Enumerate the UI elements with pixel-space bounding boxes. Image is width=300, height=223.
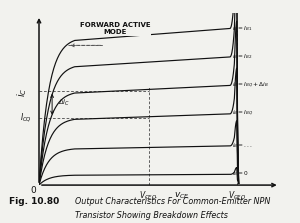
Text: Fig. 10.80: Fig. 10.80	[9, 197, 59, 206]
Text: 0: 0	[30, 186, 36, 195]
Text: $v_{CE}$: $v_{CE}$	[174, 191, 190, 201]
Text: $i_C$: $i_C$	[15, 88, 29, 97]
Text: $i_B = I_{BQ} + \Delta i_B$: $i_B = I_{BQ} + \Delta i_B$	[232, 81, 269, 90]
Text: Output Characteristics For Common-Emitter NPN: Output Characteristics For Common-Emitte…	[75, 197, 270, 206]
Text: $V_{CEQ}$: $V_{CEQ}$	[140, 190, 158, 202]
Text: $i_B = ...$: $i_B = ...$	[232, 141, 253, 150]
Text: $i_B = I_{B2}$: $i_B = I_{B2}$	[232, 52, 253, 61]
Text: Transistor Showing Breakdown Effects: Transistor Showing Breakdown Effects	[75, 211, 228, 220]
Text: $I_{CQ}$: $I_{CQ}$	[20, 111, 32, 124]
Text: $i_B = 0$: $i_B = 0$	[232, 169, 249, 178]
Text: $i_B = I_{B1}$: $i_B = I_{B1}$	[232, 24, 253, 33]
Text: $V_{CEO}$: $V_{CEO}$	[228, 190, 246, 202]
Text: FORWARD ACTIVE
MODE: FORWARD ACTIVE MODE	[80, 22, 151, 35]
Text: $i_B = I_{BQ}$: $i_B = I_{BQ}$	[232, 109, 254, 118]
Text: $\Delta i_C$: $\Delta i_C$	[58, 97, 70, 108]
